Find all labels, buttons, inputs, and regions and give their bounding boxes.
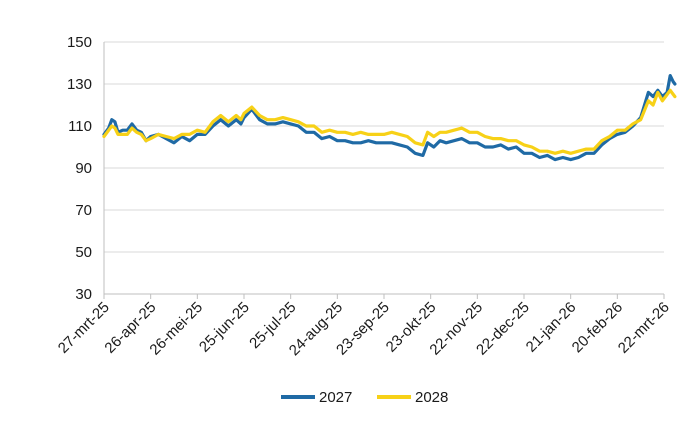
series-line-2027 — [102, 73, 677, 162]
y-tick-label: 70 — [75, 202, 92, 219]
legend: 2027 2028 — [281, 389, 448, 406]
y-tick-label: 90 — [75, 160, 92, 177]
y-tick-label: 130 — [67, 76, 92, 93]
x-tick-label: 25-jun-25 — [196, 299, 253, 356]
series-group — [102, 73, 677, 162]
series-line-2028 — [102, 88, 677, 155]
x-axis: 27-mrt-2526-apr-2526-mei-2525-jun-2525-j… — [55, 294, 673, 359]
y-tick-label: 150 — [67, 34, 92, 51]
y-tick-label: 50 — [75, 244, 92, 261]
y-tick-label: 30 — [75, 286, 92, 303]
x-tick-label: 22-mrt-26 — [615, 299, 673, 357]
gridlines — [104, 41, 664, 295]
y-axis: 30 50 70 90 110 130 150 — [67, 34, 92, 303]
legend-label-2028: 2028 — [415, 389, 448, 406]
y-tick-label: 110 — [68, 118, 92, 135]
legend-label-2027: 2027 — [319, 389, 352, 406]
